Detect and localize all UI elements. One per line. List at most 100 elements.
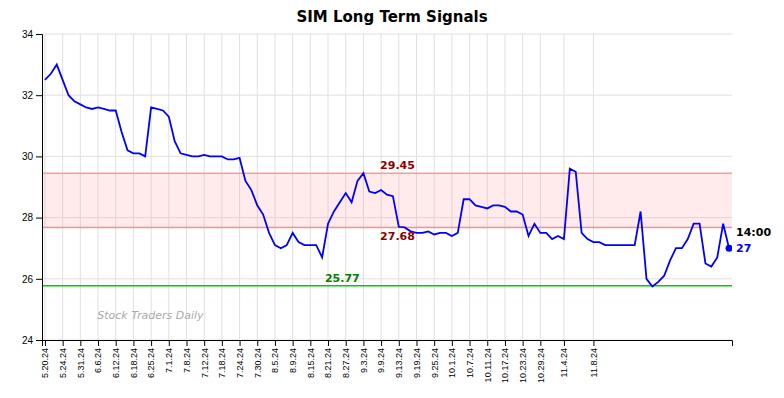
tick-label: 30	[22, 151, 34, 162]
tick: 6.6.24	[93, 340, 103, 373]
chart: SIM Long Term Signals 24 26 28 30 32 34 5.20.24…	[0, 0, 784, 398]
tick: 10.29.24	[536, 340, 546, 383]
tick-mark	[328, 340, 329, 346]
tick: 7.18.24	[217, 340, 227, 378]
tick: 7.1.24	[164, 340, 174, 373]
tick-mark	[36, 156, 42, 157]
tick-mark	[151, 340, 152, 346]
grid-line	[42, 95, 732, 96]
tick-label: 5.20.24	[40, 348, 50, 378]
tick-label: 9.13.24	[394, 348, 404, 378]
tick-label: 11.4.24	[559, 348, 569, 377]
tick-mark	[80, 340, 81, 346]
annotation: 27	[736, 242, 751, 255]
tick-mark	[116, 340, 117, 346]
tick-label: 7.8.24	[182, 348, 192, 373]
tick-mark	[346, 340, 347, 346]
y-axis: 24 26 28 30 32 34	[22, 29, 43, 346]
watermark: Stock Traders Daily	[97, 309, 204, 322]
tick: 11.4.24	[559, 340, 569, 377]
title: SIM Long Term Signals	[296, 8, 487, 26]
tick-label: 8.9.24	[288, 348, 298, 373]
tick: 7.24.24	[235, 340, 245, 378]
tick-label: 26	[22, 274, 34, 285]
tick: 9.3.24	[359, 340, 369, 373]
tick-label: 8.15.24	[306, 348, 316, 378]
tick-label: 6.6.24	[93, 348, 103, 373]
tick: 7.12.24	[200, 340, 210, 378]
tick-mark	[257, 340, 258, 346]
axis-line	[36, 35, 43, 341]
line	[45, 65, 729, 287]
tick: 6.25.24	[146, 340, 156, 378]
axis-line	[43, 341, 733, 347]
tick-label: 11.8.24	[589, 348, 599, 377]
tick-label: 10.29.24	[536, 348, 546, 383]
tick-label: 5.24.24	[58, 348, 68, 378]
tick-mark	[222, 340, 223, 346]
tick-mark	[564, 340, 565, 346]
tick-mark	[363, 340, 364, 346]
tick-label: 7.30.24	[253, 348, 263, 378]
reference-line	[42, 172, 732, 174]
tick-mark	[36, 218, 42, 219]
tick-label: 8.5.24	[270, 348, 280, 373]
tick: 10.17.24	[500, 340, 510, 383]
tick-mark	[240, 340, 241, 346]
tick-label: 9.9.24	[376, 348, 386, 373]
tick-mark	[416, 340, 417, 346]
tick-mark	[470, 340, 471, 346]
tick-mark	[293, 340, 294, 346]
tick-label: 7.12.24	[200, 348, 210, 378]
tick: 8.27.24	[341, 340, 351, 378]
tick-label: 10.17.24	[500, 348, 510, 383]
tick-label: 7.1.24	[164, 348, 174, 373]
tick-mark	[540, 340, 541, 346]
tick-label: 9.3.24	[359, 348, 369, 373]
tick: 7.8.24	[182, 340, 192, 373]
tick-mark	[63, 340, 64, 346]
tick: 8.15.24	[306, 340, 316, 378]
tick-label: 34	[22, 29, 34, 40]
tick: 7.30.24	[253, 340, 263, 378]
tick: 10.11.24	[483, 340, 493, 382]
tick-label: 9.25.24	[430, 348, 440, 378]
tick: 9.13.24	[394, 340, 404, 378]
tick: 6.18.24	[129, 340, 139, 378]
tick-mark	[36, 279, 42, 280]
tick: 11.8.24	[589, 340, 599, 377]
tick-mark	[505, 340, 506, 346]
tick-label: 6.12.24	[111, 348, 121, 378]
tick: 10.7.24	[465, 340, 475, 378]
tick: 30	[22, 151, 42, 162]
reference-line	[42, 285, 732, 287]
tick-label: 8.27.24	[341, 348, 351, 378]
tick-mark	[98, 340, 99, 346]
tick-mark	[310, 340, 311, 346]
tick-label: 6.18.24	[129, 348, 139, 378]
tick: 9.19.24	[412, 340, 422, 378]
tick: 32	[22, 90, 42, 101]
tick: 28	[22, 212, 42, 223]
tick-mark	[452, 340, 453, 346]
tick-label: 28	[22, 212, 34, 223]
plot: 24 26 28 30 32 34 5.20.24 5.24.24 5.31.24 6.6.24 6…	[22, 29, 772, 383]
tick-label: 7.24.24	[235, 348, 245, 378]
tick-mark	[36, 34, 42, 35]
tick-mark	[593, 340, 594, 346]
tick: 8.5.24	[270, 340, 280, 373]
tick-label: 9.19.24	[412, 348, 422, 378]
tick: 5.20.24	[40, 340, 50, 378]
tick-label: 10.11.24	[483, 348, 493, 382]
tick-label: 5.31.24	[76, 348, 86, 378]
tick: 8.21.24	[323, 340, 333, 378]
tick: 26	[22, 274, 42, 285]
tick: 24	[22, 335, 42, 346]
grid-line	[42, 278, 732, 279]
tick-label: 6.25.24	[146, 348, 156, 378]
marks	[42, 65, 732, 287]
tick-mark	[204, 340, 205, 346]
tick-mark	[169, 340, 170, 346]
tick: 9.9.24	[376, 340, 386, 373]
tick-label: 32	[22, 90, 34, 101]
